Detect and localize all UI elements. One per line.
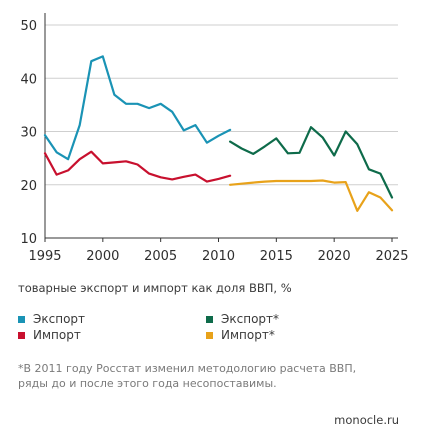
chart-caption: товарные экспорт и импорт как доля ВВП, … [18,281,292,295]
legend-label-import: Импорт [33,328,81,342]
x-tick-label-2010: 2010 [202,249,235,264]
legend-label-export: Экспорт [33,312,86,326]
x-tick-label-1995: 1995 [28,249,61,264]
line-chart: 10 20 30 40 50 1995 2000 2005 2010 2015 2020 2025 [20,13,409,264]
legend-swatch-import-new [206,331,213,339]
chart-axes: 10 20 30 40 50 1995 2000 2005 2010 2015 2020 2025 [20,13,409,264]
x-tick-label-2000: 2000 [86,249,119,264]
x-tick-label-2020: 2020 [318,249,351,264]
footnote-line-1: *В 2011 году Росстат изменил методологию… [18,362,357,375]
chart-series [43,55,394,212]
chart-grid [45,24,398,186]
x-tick-label-2005: 2005 [144,249,177,264]
legend-item-export: Экспорт [18,312,85,326]
methodology-footnote: *В 2011 году Росстат изменил методологию… [18,361,356,391]
y-tick-label-30: 30 [20,126,37,141]
source-credit: monocle.ru [334,413,399,427]
series-line-import [43,150,232,183]
y-tick-label-50: 50 [20,19,37,34]
chart-legend: Экспорт Экспорт* Импорт Импорт* [18,312,408,348]
legend-label-import-new: Импорт* [221,328,275,342]
legend-swatch-export-new [206,315,213,323]
series-line-export [43,55,232,161]
footnote-line-2: ряды до и после этого года несопоставимы… [18,377,277,390]
legend-swatch-export [18,315,25,323]
y-tick-label-40: 40 [20,72,37,87]
x-tick-label-2025: 2025 [375,249,408,264]
y-tick-label-20: 20 [20,179,37,194]
y-tick-label-10: 10 [20,232,37,247]
legend-swatch-import [18,331,25,339]
series-line-export-new [229,126,394,199]
legend-item-import: Импорт [18,328,81,342]
series-line-import-new [229,179,394,212]
legend-item-export-new: Экспорт* [206,312,279,326]
legend-label-export-new: Экспорт* [221,312,280,326]
legend-item-import-new: Импорт* [206,328,275,342]
x-tick-label-2015: 2015 [260,249,293,264]
